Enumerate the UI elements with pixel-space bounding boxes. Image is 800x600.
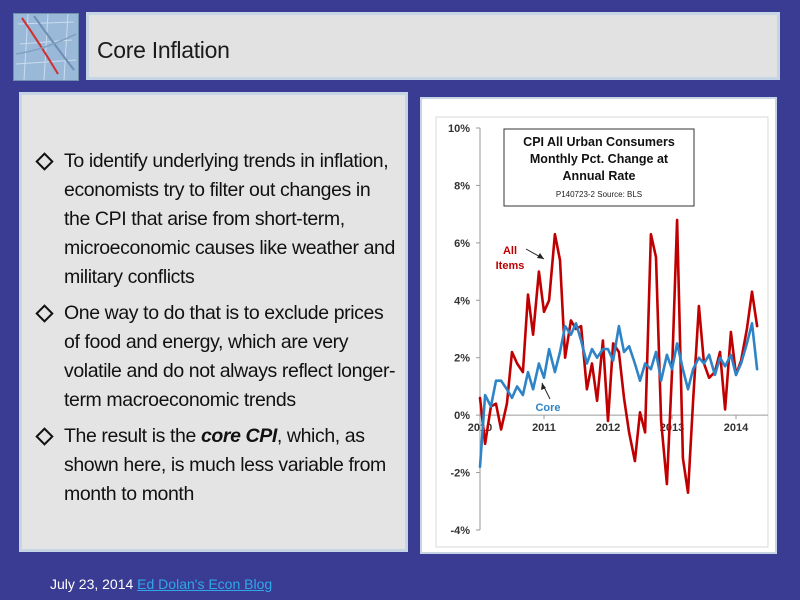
- footer-blog-link[interactable]: Ed Dolan's Econ Blog: [137, 576, 273, 592]
- chart-title-line: Monthly Pct. Change at: [530, 152, 669, 166]
- slide-title: Core Inflation: [97, 37, 230, 63]
- bullet-text-after: , which, as shown here, is much less var…: [64, 425, 386, 505]
- y-tick-label: -2%: [450, 468, 470, 480]
- series-line-core: [478, 322, 759, 469]
- chart-title-line: CPI All Urban Consumers: [523, 135, 675, 149]
- x-tick-label: 2014: [724, 422, 749, 434]
- bullet-item: To identify underlying trends in inflati…: [35, 147, 401, 292]
- x-tick-label: 2012: [596, 422, 620, 434]
- y-tick-label: 4%: [454, 295, 470, 307]
- y-tick-label: 10%: [448, 123, 470, 135]
- y-tick-label: 2%: [454, 353, 470, 365]
- annotation-arrowhead-core: [541, 383, 546, 390]
- footer: July 23, 2014 Ed Dolan's Econ Blog: [50, 576, 272, 592]
- y-tick-label: -4%: [450, 525, 470, 537]
- x-tick-label: 2011: [532, 422, 556, 434]
- bullet-item: The result is the core CPI, which, as sh…: [35, 422, 401, 509]
- annotation-all-items: Items: [496, 260, 525, 272]
- annotation-all-items: All: [503, 245, 517, 257]
- bullet-list: To identify underlying trends in inflati…: [35, 147, 401, 516]
- logo: [13, 13, 79, 81]
- y-tick-label: 6%: [454, 238, 470, 250]
- logo-graphic-icon: [14, 14, 78, 80]
- x-tick-label: 2013: [660, 422, 684, 434]
- chart-title-line: Annual Rate: [563, 169, 636, 183]
- y-tick-label: 8%: [454, 180, 470, 192]
- cpi-line-chart: 10%8%6%4%2%0%-2%-4%2010 2011 2012 2013 2014C…: [435, 116, 769, 548]
- title-bar: Core Inflation: [86, 12, 780, 80]
- annotation-core: Core: [535, 402, 560, 414]
- chart-subtitle: P140723-2 Source: BLS: [556, 190, 642, 199]
- bullet-emphasis: core CPI: [200, 425, 277, 447]
- diamond-bullet-icon: [35, 427, 54, 446]
- bullet-text: One way to do that is to exclude prices …: [64, 302, 396, 411]
- bullet-item: One way to do that is to exclude prices …: [35, 299, 401, 415]
- annotation-arrowhead-all-items: [537, 253, 544, 259]
- series-line-all-items: [478, 218, 759, 495]
- chart-title-box: [503, 128, 695, 207]
- chart-frame: 10% 8% 6% 4% 2% 0% -2% -4% 2010 2011 2012 2013 2014 C…: [420, 97, 777, 554]
- bullet-text-before: The result is the: [64, 425, 201, 447]
- bullet-text: To identify underlying trends in inflati…: [64, 150, 395, 288]
- y-tick-label: 0%: [454, 410, 470, 422]
- footer-date: July 23, 2014: [50, 576, 138, 592]
- diamond-bullet-icon: [35, 152, 54, 171]
- diamond-bullet-icon: [35, 304, 54, 323]
- content-panel: To identify underlying trends in inflati…: [19, 92, 408, 552]
